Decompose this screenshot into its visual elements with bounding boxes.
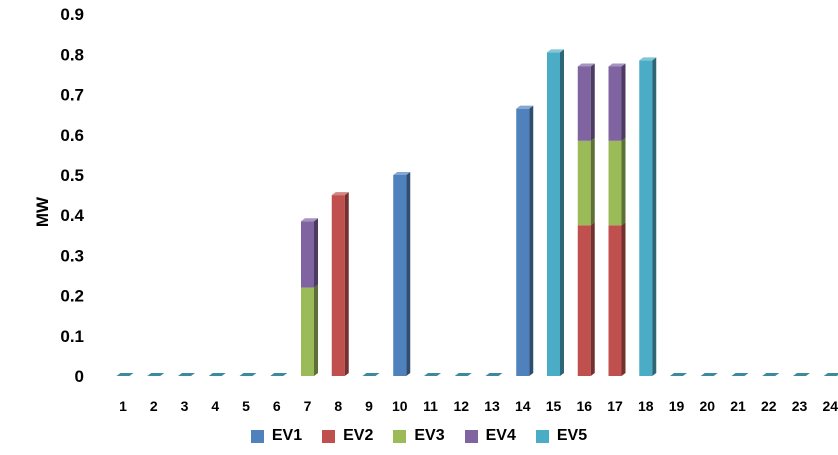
bar-top [516, 105, 534, 109]
bar-top [208, 373, 226, 376]
x-axis-ticks: 1 2 3 4 5 6 7 8 9 10 11 12 13 14 15 16 17 18 19 20 21 22 23 24 [119, 398, 838, 414]
legend-swatch [393, 429, 407, 443]
x-tick-label: 8 [334, 398, 342, 414]
bar-top [762, 373, 780, 376]
y-axis-label: MW [33, 196, 52, 227]
bar-segment [331, 192, 349, 376]
bar-segment [393, 172, 411, 376]
bars [116, 49, 838, 377]
bar-segment [547, 49, 564, 376]
legend-item-ev3: EV3 [393, 427, 445, 445]
bar-top [393, 172, 411, 175]
x-tick-label: 24 [822, 398, 838, 414]
bar-top [147, 373, 165, 376]
bar-top [485, 373, 503, 376]
bar-segment [608, 137, 626, 226]
x-tick-label: 19 [669, 398, 685, 414]
y-tick-label: 0.9 [60, 5, 84, 24]
bar-top [700, 373, 718, 376]
x-tick-label: 2 [150, 398, 158, 414]
x-tick-label: 1 [119, 398, 127, 414]
x-tick-label: 21 [730, 398, 746, 414]
y-tick-label: 0 [75, 367, 84, 386]
x-tick-label: 11 [423, 398, 438, 414]
x-tick-label: 10 [392, 398, 408, 414]
x-tick-label: 7 [304, 398, 312, 414]
legend-item-ev1: EV1 [250, 427, 303, 445]
bar-top [239, 373, 257, 376]
y-tick-label: 0.7 [60, 86, 84, 105]
legend-label: EV3 [414, 427, 445, 444]
bar-top [178, 373, 195, 376]
bar-segment [639, 57, 657, 377]
x-tick-label: 13 [484, 398, 500, 414]
x-tick-label: 14 [515, 398, 531, 414]
x-tick-label: 5 [242, 398, 250, 414]
x-tick-label: 15 [546, 398, 562, 414]
legend-swatch [464, 429, 478, 443]
y-tick-label: 0.3 [60, 246, 84, 265]
bar-segment [301, 284, 318, 376]
bar-segment [301, 218, 318, 288]
y-tick-label: 0.5 [60, 166, 84, 185]
x-tick-label: 3 [181, 398, 189, 414]
x-tick-label: 4 [211, 398, 219, 414]
bar-top [547, 49, 564, 53]
legend-label: EV2 [343, 427, 374, 444]
x-tick-label: 9 [365, 398, 373, 414]
bar-segment [608, 63, 626, 141]
x-tick-label: 20 [699, 398, 715, 414]
bar-top [577, 63, 595, 67]
x-tick-label: 22 [761, 398, 777, 414]
x-tick-label: 12 [453, 398, 469, 414]
legend-swatch [250, 429, 264, 443]
legend-item-ev5: EV5 [535, 427, 588, 445]
bar-top [362, 373, 380, 376]
bar-top [301, 218, 318, 222]
bar-top [639, 57, 657, 61]
legend-item-ev4: EV4 [464, 427, 516, 445]
bar-segment [577, 63, 595, 141]
x-tick-label: 17 [607, 398, 623, 414]
bar-top [823, 373, 838, 376]
bar-top [731, 373, 749, 376]
bar-top [270, 373, 288, 376]
legend-label: EV4 [485, 427, 516, 444]
bar-segment [608, 222, 626, 376]
legend: EV1 EV2 EV3 EV4 EV5 [0, 424, 838, 448]
x-tick-label: 6 [273, 398, 281, 414]
bar-top [116, 373, 134, 376]
bar-top [608, 63, 626, 67]
x-tick-label: 23 [792, 398, 808, 414]
y-tick-label: 0.6 [60, 126, 84, 145]
y-tick-label: 0.1 [60, 327, 84, 346]
x-tick-label: 16 [576, 398, 592, 414]
legend-item-ev2: EV2 [322, 427, 373, 445]
x-tick-label: 18 [638, 398, 654, 414]
bar-top [454, 373, 472, 376]
legend-label: EV1 [271, 427, 303, 444]
legend-swatch [535, 429, 549, 443]
y-axis-ticks: 0 0.1 0.2 0.3 0.4 0.5 0.6 0.7 0.8 0.9 [60, 5, 84, 386]
bar-segment [516, 105, 534, 377]
legend-label: EV5 [556, 427, 588, 444]
bar-top [670, 373, 687, 376]
bar-top [793, 373, 810, 376]
bar-top [424, 373, 441, 376]
bar-segment [577, 137, 595, 226]
legend-swatch [322, 429, 336, 443]
bar-segment [577, 222, 595, 376]
y-tick-label: 0.4 [60, 206, 84, 225]
y-tick-label: 0.2 [60, 287, 84, 306]
bar-top [331, 192, 349, 196]
y-tick-label: 0.8 [60, 45, 84, 64]
